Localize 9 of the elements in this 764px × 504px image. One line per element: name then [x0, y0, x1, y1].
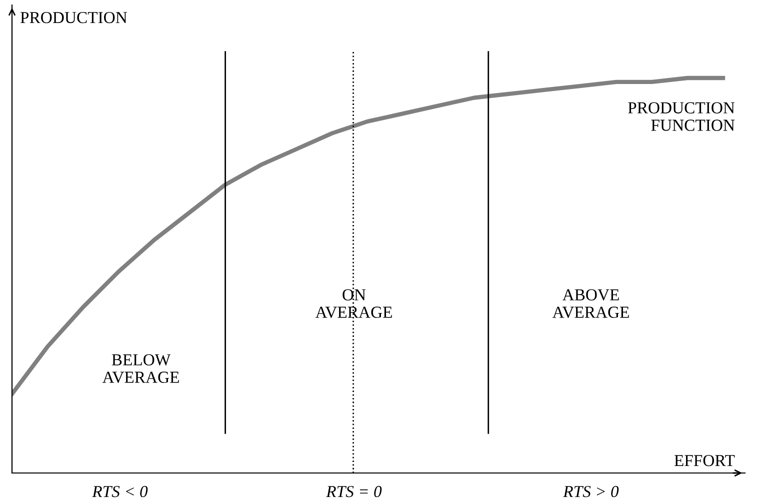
annotation: ABOVE AVERAGE — [552, 289, 629, 318]
annotation: ON AVERAGE — [315, 289, 392, 318]
annotation: PRODUCTION FUNCTION — [628, 102, 735, 131]
x-axis-title: EFFORT — [674, 454, 735, 466]
y-axis-title: PRODUCTION — [20, 12, 128, 24]
text: RTS < 0 — [92, 486, 148, 498]
text: RTS > 0 — [563, 486, 619, 498]
annotation: BELOW AVERAGE — [102, 354, 179, 383]
text: RTS = 0 — [326, 486, 382, 498]
